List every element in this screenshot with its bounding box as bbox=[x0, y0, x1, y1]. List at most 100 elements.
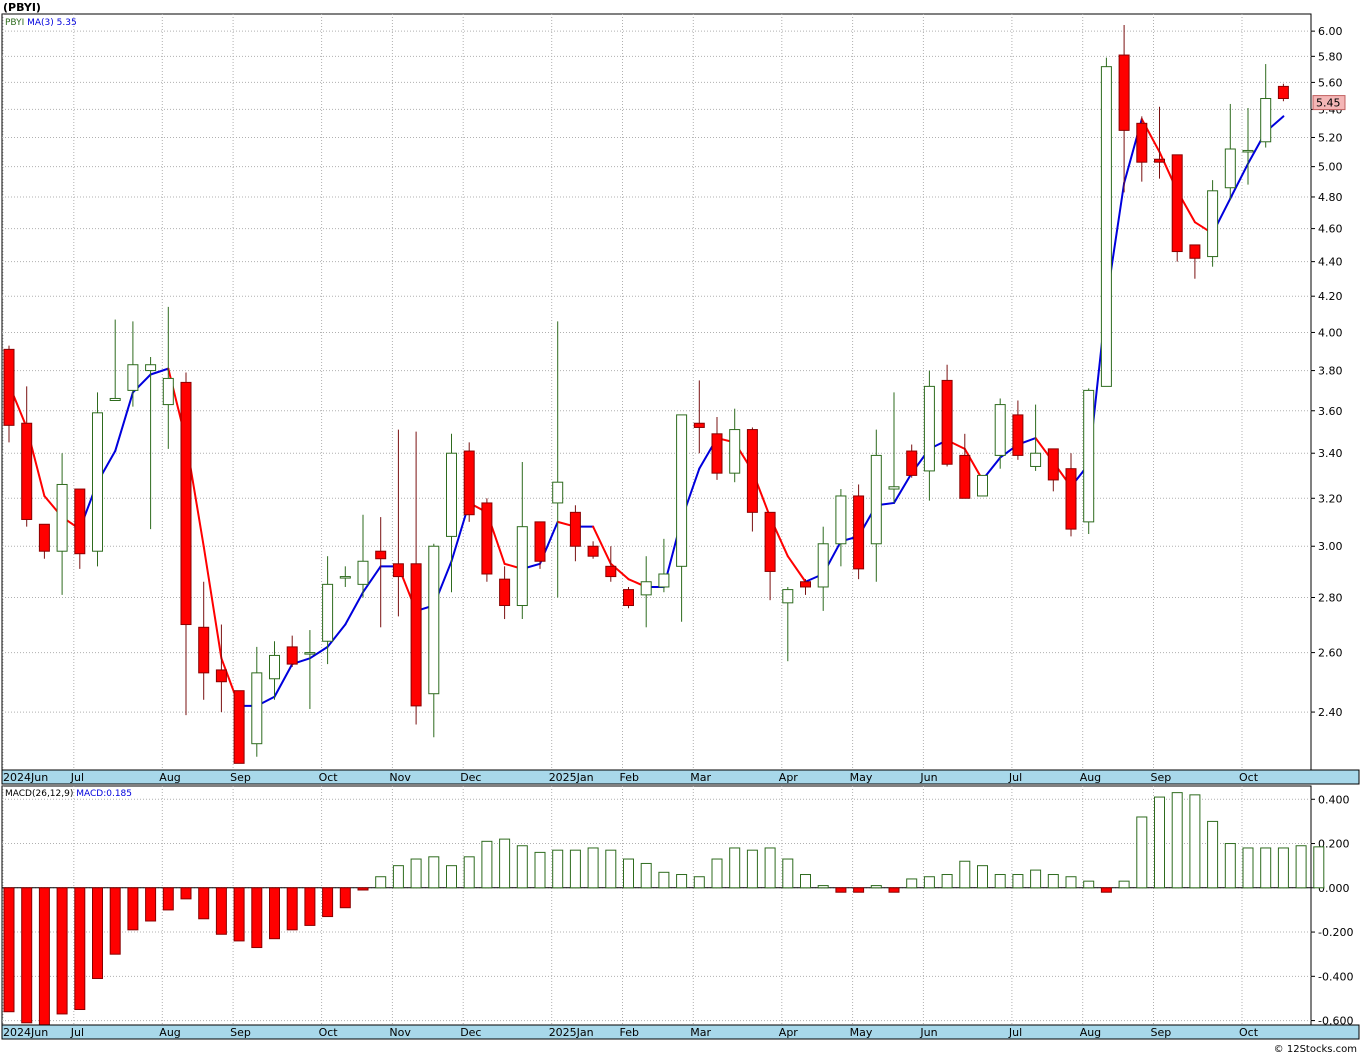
macd-bar bbox=[1189, 794, 1201, 889]
candle-body bbox=[1260, 98, 1272, 143]
candle bbox=[534, 521, 546, 569]
candle-body bbox=[534, 521, 546, 562]
macd-tick-label: -0.600 bbox=[1318, 1015, 1353, 1028]
candle bbox=[304, 630, 316, 709]
macd-tick-label: 0.200 bbox=[1318, 838, 1350, 851]
macd-bar bbox=[853, 887, 865, 893]
price-month-label: Dec bbox=[460, 771, 481, 784]
candle bbox=[1171, 154, 1183, 262]
price-month-label: Oct bbox=[319, 771, 339, 784]
last-price-tag bbox=[1312, 95, 1346, 111]
candle bbox=[1030, 404, 1042, 471]
candle-body bbox=[1277, 85, 1289, 100]
macd-bar bbox=[481, 840, 493, 889]
macd-bar bbox=[552, 849, 564, 889]
macd-bar bbox=[888, 887, 900, 893]
macd-bar bbox=[1207, 820, 1219, 889]
candle-body bbox=[74, 488, 86, 555]
candle-body bbox=[1030, 452, 1042, 467]
price-tick-label: 4.60 bbox=[1318, 223, 1343, 236]
price-month-label: Jul bbox=[70, 771, 84, 784]
candle-body bbox=[392, 563, 404, 578]
candle-body bbox=[676, 414, 688, 567]
candle-body bbox=[446, 452, 457, 537]
ma3-segment bbox=[114, 391, 134, 453]
macd-bar bbox=[446, 865, 457, 889]
candle-body bbox=[92, 412, 103, 552]
price-month-label: Sep bbox=[230, 771, 251, 784]
ma3-segment bbox=[592, 525, 612, 565]
candle bbox=[569, 505, 581, 562]
macd-bar bbox=[339, 887, 351, 909]
candle bbox=[1242, 108, 1254, 185]
last-price-label: 5.45 bbox=[1316, 97, 1341, 110]
candle bbox=[1207, 180, 1219, 267]
candle-body bbox=[481, 502, 493, 575]
macd-month-label: Mar bbox=[690, 1026, 711, 1039]
macd-bar bbox=[1012, 874, 1024, 889]
candle bbox=[1224, 103, 1236, 201]
macd-month-label: Jul bbox=[1008, 1026, 1022, 1039]
candle bbox=[180, 372, 192, 716]
macd-month-label: Apr bbox=[779, 1026, 799, 1039]
candle bbox=[800, 579, 811, 595]
candle bbox=[623, 586, 634, 609]
price-tick-label: 3.40 bbox=[1318, 447, 1343, 460]
candle-body bbox=[817, 543, 829, 588]
chart-title: (PBYI) bbox=[3, 1, 41, 14]
candle bbox=[92, 392, 103, 567]
candle-body bbox=[605, 565, 617, 578]
macd-month-label: Oct bbox=[319, 1026, 339, 1039]
candle bbox=[38, 523, 50, 559]
candle bbox=[251, 646, 263, 757]
macd-bar bbox=[1030, 869, 1042, 889]
candle bbox=[1277, 83, 1289, 102]
macd-bar bbox=[1260, 847, 1272, 889]
price-month-label: Nov bbox=[389, 771, 411, 784]
candle bbox=[1189, 244, 1201, 279]
macd-bar bbox=[357, 887, 369, 891]
macd-bar bbox=[215, 887, 227, 935]
candle bbox=[3, 345, 15, 443]
macd-bar bbox=[180, 887, 192, 900]
macd-bar bbox=[835, 887, 847, 893]
macd-tick-label: -0.400 bbox=[1318, 970, 1353, 983]
ma3-segment bbox=[893, 472, 913, 504]
candle-body bbox=[410, 563, 422, 707]
macd-bar bbox=[162, 887, 174, 911]
macd-bar bbox=[392, 865, 404, 889]
candle-body bbox=[1012, 414, 1024, 456]
candle-body bbox=[1171, 154, 1183, 253]
candle-body bbox=[145, 364, 157, 372]
candle-body bbox=[499, 578, 511, 607]
candle-body bbox=[959, 454, 971, 499]
candle bbox=[729, 408, 741, 483]
macd-bar bbox=[1065, 876, 1077, 889]
candle-body bbox=[552, 481, 564, 504]
candle-body bbox=[1118, 54, 1130, 131]
candle bbox=[552, 321, 564, 598]
macd-tick-label: 0.400 bbox=[1318, 793, 1350, 806]
candle bbox=[162, 306, 174, 449]
ma3-segment bbox=[273, 663, 294, 698]
candle-body bbox=[906, 450, 918, 476]
macd-month-label: Dec bbox=[460, 1026, 481, 1039]
candle bbox=[676, 414, 688, 622]
macd-month-label: Sep bbox=[1151, 1026, 1172, 1039]
candle bbox=[56, 453, 68, 595]
macd-bar bbox=[286, 887, 298, 931]
candle bbox=[640, 556, 652, 628]
candle-body bbox=[3, 348, 15, 426]
candle-body bbox=[286, 646, 298, 665]
price-month-label: 2025Jan bbox=[549, 771, 594, 784]
candle bbox=[835, 489, 847, 567]
price-tick-label: 4.20 bbox=[1318, 290, 1343, 303]
macd-bar bbox=[1277, 847, 1289, 889]
candle-body bbox=[38, 523, 50, 552]
candle-body bbox=[1224, 148, 1236, 189]
candle-body bbox=[1083, 389, 1095, 523]
macd-bar bbox=[959, 860, 971, 889]
candle-body bbox=[127, 364, 139, 391]
macd-bar bbox=[534, 851, 546, 889]
